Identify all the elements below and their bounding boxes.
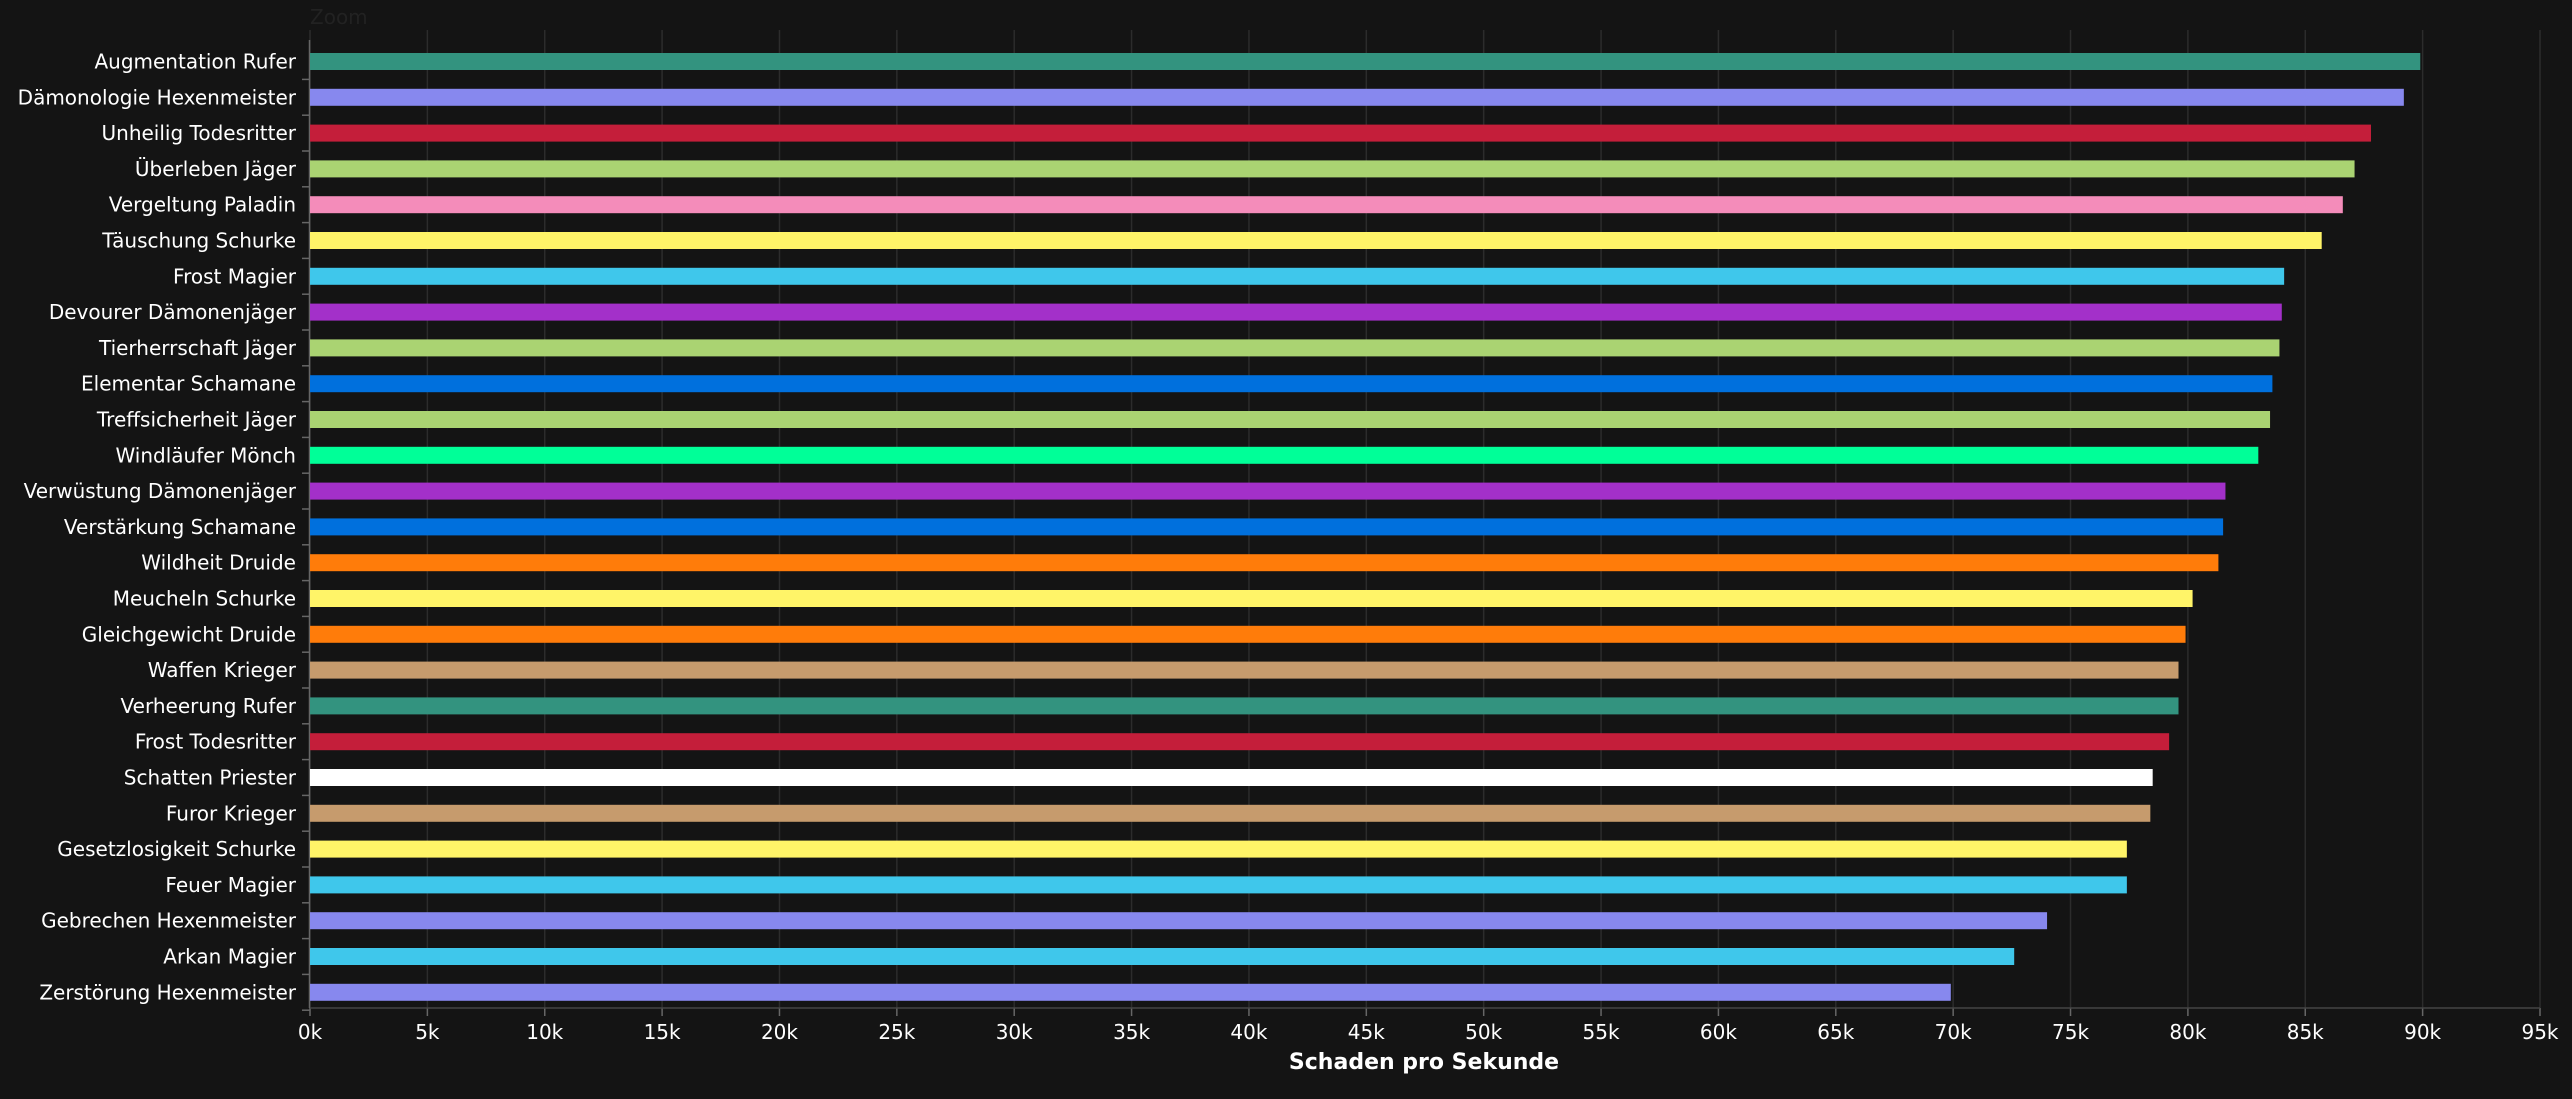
bar[interactable] — [310, 232, 2322, 249]
bar[interactable] — [310, 160, 2355, 178]
bar[interactable] — [310, 840, 2127, 858]
x-tick-label: 55k — [1583, 1020, 1620, 1044]
bar[interactable] — [310, 876, 2127, 894]
bar[interactable] — [310, 948, 2015, 965]
category-label: Gesetzlosigkeit Schurke — [57, 837, 296, 861]
category-label: Verheerung Rufer — [121, 694, 297, 718]
category-label: Augmentation Rufer — [94, 50, 296, 74]
x-tick-label: 40k — [1230, 1020, 1267, 1044]
x-tick-label: 35k — [1113, 1020, 1150, 1044]
zoom-label[interactable]: Zoom — [310, 5, 368, 29]
bar[interactable] — [310, 411, 2271, 428]
x-tick-label: 45k — [1348, 1020, 1385, 1044]
category-label: Wildheit Druide — [141, 551, 296, 575]
bar[interactable] — [310, 554, 2219, 572]
bar[interactable] — [310, 661, 2179, 679]
bar[interactable] — [310, 983, 1951, 1001]
category-label: Verstärkung Schamane — [64, 515, 296, 539]
x-tick-label: 25k — [878, 1020, 915, 1044]
x-axis-title: Schaden pro Sekunde — [1289, 1050, 1559, 1075]
category-label: Schatten Priester — [124, 766, 297, 790]
category-label: Tierherrschaft Jäger — [98, 336, 297, 360]
bar[interactable] — [310, 196, 2343, 214]
bar[interactable] — [310, 375, 2273, 393]
category-label: Meucheln Schurke — [113, 587, 296, 611]
x-tick-label: 65k — [1817, 1020, 1854, 1044]
category-label: Treffsicherheit Jäger — [96, 408, 297, 432]
x-tick-label: 5k — [415, 1020, 440, 1044]
bars — [310, 53, 2421, 1001]
x-tick-label: 30k — [996, 1020, 1033, 1044]
category-label: Furor Krieger — [166, 801, 297, 825]
category-label: Unheilig Todesritter — [102, 121, 297, 145]
bar[interactable] — [310, 769, 2153, 786]
category-label: Vergeltung Paladin — [109, 193, 296, 217]
category-label: Dämonologie Hexenmeister — [18, 85, 297, 109]
bar[interactable] — [310, 446, 2259, 464]
x-tick-label: 75k — [2052, 1020, 2089, 1044]
category-labels: Augmentation Rufer Dämonologie Hexenmeist… — [18, 50, 297, 1005]
bar[interactable] — [310, 625, 2186, 643]
x-tick-label: 0k — [298, 1020, 323, 1044]
bar[interactable] — [310, 733, 2170, 751]
bar[interactable] — [310, 88, 2404, 106]
category-label: Überleben Jäger — [135, 157, 297, 181]
category-label: Windläufer Mönch — [115, 443, 296, 467]
category-label: Waffen Krieger — [148, 658, 297, 682]
category-label: Frost Magier — [173, 264, 297, 288]
x-tick-label: 10k — [526, 1020, 563, 1044]
bar[interactable] — [310, 124, 2371, 142]
x-tick-label: 50k — [1465, 1020, 1502, 1044]
bar[interactable] — [310, 804, 2151, 822]
x-tick-labels: 0k 5k 10k 15k 20k 25k 30k 35k 40k 45k 50k 55k 60k 65k… — [298, 1020, 2559, 1044]
bar[interactable] — [310, 482, 2226, 500]
bar[interactable] — [310, 53, 2421, 70]
x-tick-label: 60k — [1700, 1020, 1737, 1044]
category-label: Feuer Magier — [165, 873, 296, 897]
category-label: Elementar Schamane — [81, 372, 296, 396]
bar[interactable] — [310, 518, 2224, 536]
x-tick-label: 90k — [2404, 1020, 2441, 1044]
bar[interactable] — [310, 912, 2048, 930]
x-tick-label: 20k — [761, 1020, 798, 1044]
category-label: Arkan Magier — [163, 945, 296, 969]
bar[interactable] — [310, 339, 2280, 357]
bar[interactable] — [310, 697, 2179, 715]
category-label: Gleichgewicht Druide — [82, 622, 296, 646]
category-label: Verwüstung Dämonenjäger — [24, 479, 297, 503]
bar[interactable] — [310, 590, 2193, 607]
category-label: Frost Todesritter — [135, 730, 297, 754]
x-tick-label: 95k — [2521, 1020, 2558, 1044]
bar[interactable] — [310, 267, 2285, 285]
x-tick-label: 80k — [2169, 1020, 2206, 1044]
x-tick-label: 85k — [2287, 1020, 2324, 1044]
bar[interactable] — [310, 303, 2282, 321]
category-label: Zerstörung Hexenmeister — [39, 980, 296, 1004]
category-label: Täuschung Schurke — [101, 229, 296, 253]
category-label: Devourer Dämonenjäger — [49, 300, 297, 324]
category-label: Gebrechen Hexenmeister — [41, 909, 297, 933]
x-tick-label: 70k — [1935, 1020, 1972, 1044]
x-tick-label: 15k — [644, 1020, 681, 1044]
